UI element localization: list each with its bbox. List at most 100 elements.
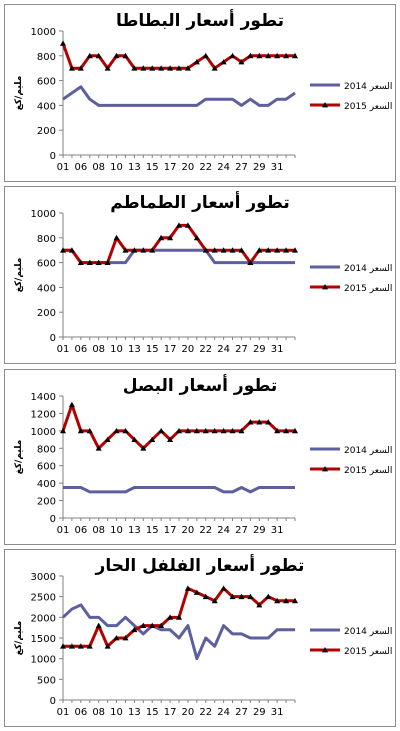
data-point: [104, 436, 111, 442]
legend-label: السعر 2015: [344, 647, 392, 657]
x-tick-label: 29: [253, 344, 266, 355]
data-point: [211, 65, 218, 71]
data-point: [86, 643, 93, 649]
x-tick-label: 17: [164, 707, 177, 718]
data-point: [86, 427, 93, 434]
x-tick-label: 06: [74, 707, 87, 718]
data-point: [86, 52, 93, 59]
y-tick-label: 1000: [31, 655, 56, 666]
x-tick-label: 10: [110, 344, 123, 355]
x-tick-label: 27: [235, 162, 248, 173]
x-tick-label: 13: [128, 162, 141, 173]
chart-panel: تطور أسعار الطماطم 0 200 400 600 800 1000 01 06 0…: [4, 186, 396, 364]
x-tick-label: 01: [57, 525, 70, 536]
data-point: [131, 436, 138, 442]
data-point: [122, 427, 129, 434]
data-point: [256, 52, 263, 59]
data-point: [122, 247, 129, 253]
y-tick-label: 200: [37, 126, 56, 137]
x-tick-label: 17: [164, 344, 177, 355]
y-tick-label: 1200: [31, 409, 56, 420]
y-tick-label: 500: [37, 675, 56, 686]
x-tick-label: 01: [57, 344, 70, 355]
legend-marker: [322, 466, 328, 472]
data-point: [113, 52, 120, 59]
x-tick-label: 06: [74, 344, 87, 355]
data-point: [68, 247, 75, 253]
x-tick-label: 22: [199, 344, 212, 355]
y-tick-label: 600: [37, 77, 56, 88]
x-tick-label: 24: [217, 162, 230, 173]
y-tick-label: 200: [37, 497, 56, 508]
x-tick-label: 15: [146, 707, 159, 718]
y-tick-label: 1500: [31, 634, 56, 645]
data-point: [193, 59, 200, 65]
data-point: [140, 247, 147, 253]
y-tick-label: 0: [50, 333, 56, 344]
line-chart: 0 200 400 600 800 1000 01 06 08 10 13 15 17 20 22 24 27 2…: [14, 209, 392, 355]
legend-label: السعر 2014: [344, 264, 392, 274]
data-point: [158, 427, 165, 434]
x-tick-label: 01: [57, 707, 70, 718]
data-point: [283, 597, 290, 604]
data-point: [68, 401, 75, 408]
data-point: [60, 427, 66, 434]
data-point: [176, 427, 182, 434]
data-point: [274, 52, 281, 59]
data-point: [238, 59, 245, 65]
y-tick-label: 1000: [31, 427, 56, 438]
y-tick-label: 1000: [31, 27, 56, 38]
data-point: [193, 234, 200, 241]
data-point: [95, 445, 102, 451]
data-point: [283, 427, 290, 434]
data-point: [113, 234, 120, 241]
data-point: [256, 247, 263, 253]
x-tick-label: 10: [110, 707, 123, 718]
series-2015-line: [61, 403, 295, 450]
data-point: [176, 614, 182, 620]
legend-label: السعر 2014: [344, 627, 392, 637]
data-point: [265, 419, 272, 425]
x-tick-label: 24: [217, 344, 230, 355]
x-tick-label: 13: [128, 707, 141, 718]
x-tick-label: 31: [271, 525, 284, 536]
data-point: [247, 419, 254, 425]
data-point: [256, 601, 263, 608]
data-point: [202, 247, 209, 253]
x-tick-label: 29: [253, 707, 266, 718]
data-point: [274, 597, 281, 604]
data-point: [167, 234, 174, 241]
data-point: [193, 589, 200, 595]
data-point: [60, 247, 66, 253]
x-tick-label: 31: [271, 162, 284, 173]
data-point: [68, 643, 75, 649]
y-tick-label: 400: [37, 283, 56, 294]
data-point: [220, 585, 227, 591]
data-point: [113, 427, 120, 434]
x-tick-label: 24: [217, 707, 230, 718]
x-tick-label: 08: [92, 344, 105, 355]
data-point: [167, 614, 174, 620]
data-point: [149, 436, 156, 442]
data-point: [60, 643, 66, 649]
data-point: [86, 259, 93, 265]
y-tick-label: 0: [50, 514, 56, 525]
data-point: [140, 445, 147, 451]
data-point: [176, 222, 182, 228]
x-tick-label: 13: [128, 525, 141, 536]
series-2014-line: [63, 486, 295, 494]
data-point: [140, 622, 147, 628]
x-tick-label: 22: [199, 707, 212, 718]
y-tick-label: 800: [37, 234, 56, 245]
data-point: [202, 593, 209, 600]
data-point: [176, 65, 182, 71]
x-tick-label: 17: [164, 525, 177, 536]
x-tick-label: 22: [199, 162, 212, 173]
data-point: [104, 65, 111, 71]
x-tick-label: 13: [128, 344, 141, 355]
data-point: [184, 65, 191, 71]
data-point: [292, 52, 298, 59]
data-point: [95, 259, 102, 265]
data-point: [292, 427, 298, 434]
data-point: [292, 247, 298, 253]
